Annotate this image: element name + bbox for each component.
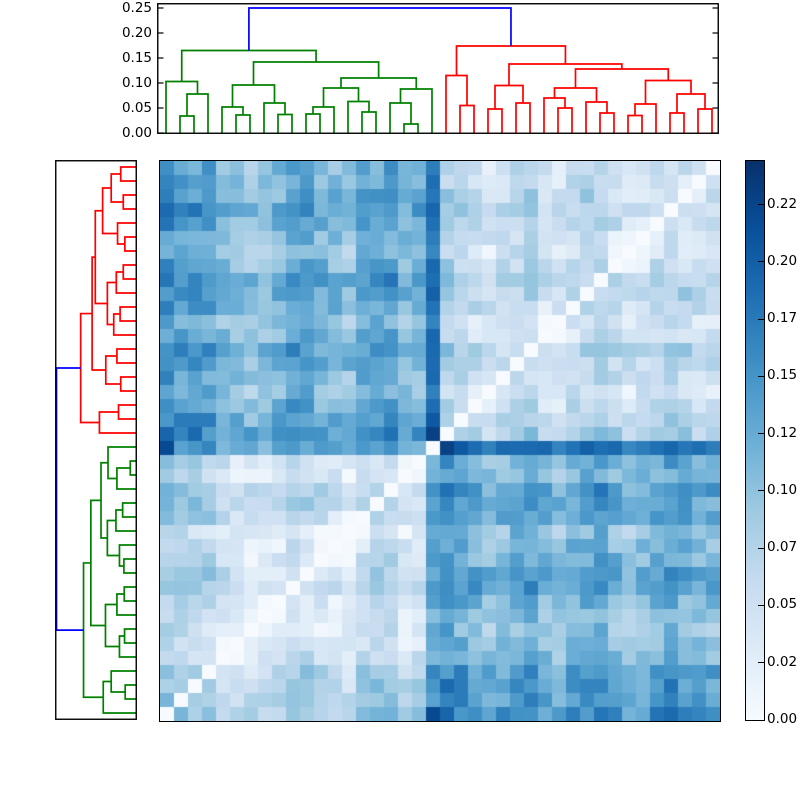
green-cluster-links — [82, 446, 136, 714]
colorbar-tick-label: 0.05 — [767, 596, 798, 613]
colorbar-tick-label: 0.20 — [767, 252, 798, 269]
colorbar-tick-label: 0.22 — [767, 195, 798, 212]
colorbar-tick-label: 0.17 — [767, 310, 798, 327]
top-axis-tick-label: 0.15 — [121, 50, 152, 66]
left-dendrogram — [55, 160, 137, 720]
red-cluster-links — [79, 166, 136, 434]
colorbar-tick-label: 0.02 — [767, 653, 798, 670]
top-axis-tick-label: 0.20 — [121, 25, 152, 41]
colorbar-tick-label: 0.15 — [767, 367, 798, 384]
left-dendrogram-box — [55, 160, 137, 720]
colorbar-tick-label: 0.07 — [767, 539, 798, 556]
colorbar-tick-label: 0.12 — [767, 424, 798, 441]
colorbar-gradient — [746, 161, 764, 720]
top-dendrogram — [157, 3, 719, 134]
colorbar-tick-label: 0.10 — [767, 481, 798, 498]
colorbar — [745, 160, 765, 721]
top-axis-tick-label: 0.05 — [121, 100, 152, 116]
green-cluster-links — [165, 49, 433, 133]
top-dendrogram-spines — [157, 3, 719, 134]
top-axis-tick-label: 0.10 — [121, 75, 152, 91]
red-cluster-links — [445, 45, 713, 133]
root-link — [248, 7, 512, 51]
colorbar-tick — [758, 261, 764, 263]
colorbar-tick — [758, 547, 764, 549]
top-axis-tick-label: 0.00 — [121, 125, 152, 141]
colorbar-tick — [758, 375, 764, 377]
colorbar-tick — [758, 604, 764, 606]
colorbar-tick — [758, 204, 764, 206]
top-axis-tick-label: 0.25 — [121, 0, 152, 16]
colorbar-tick — [758, 490, 764, 492]
colorbar-tick — [758, 662, 764, 664]
root-link — [55, 367, 84, 631]
colorbar-tick-label: 0.00 — [767, 711, 798, 727]
colorbar-tick — [758, 318, 764, 320]
colorbar-tick — [758, 433, 764, 435]
distance-matrix-heatmap — [159, 160, 721, 722]
